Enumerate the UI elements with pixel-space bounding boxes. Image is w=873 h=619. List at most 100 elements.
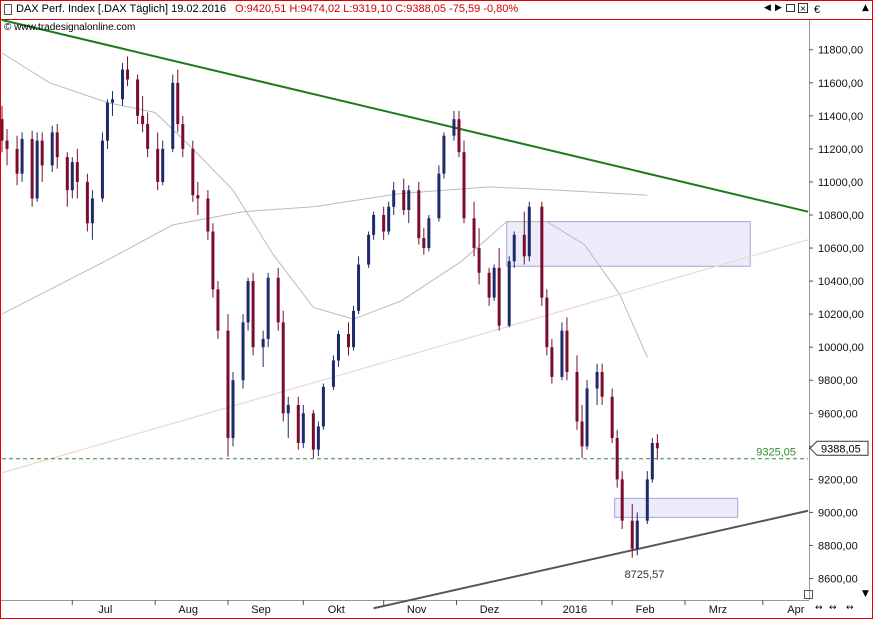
candle-body	[276, 277, 280, 323]
restore-icon[interactable]	[786, 4, 795, 12]
header-menu-icon[interactable]	[4, 3, 12, 17]
candle	[176, 69, 180, 133]
candle	[331, 355, 335, 391]
candle-body	[650, 443, 654, 480]
candle-body	[595, 371, 599, 389]
candle-body	[261, 338, 265, 348]
y-tick-label: 9200,00	[818, 474, 858, 486]
candle	[226, 314, 230, 457]
candle-body	[352, 310, 356, 348]
highlight-zone-2	[614, 497, 739, 518]
candle	[630, 504, 634, 558]
candle-body	[630, 520, 634, 549]
candle	[35, 132, 39, 202]
candle-body	[136, 79, 140, 116]
zoom-out-icon[interactable]: ↔	[829, 603, 837, 613]
candle-body	[512, 234, 516, 262]
instrument-title: DAX Perf. Index [.DAX Täglich] 19.02.201…	[16, 3, 227, 15]
candle-body	[575, 371, 579, 422]
candle-body	[126, 69, 130, 80]
last-close-marker: 9388,05	[809, 440, 869, 456]
candle-body	[462, 152, 466, 219]
candle-body	[620, 479, 624, 521]
candle	[110, 91, 114, 116]
scroll-down-icon[interactable]: ▼	[862, 589, 869, 599]
candle-body	[15, 148, 19, 174]
candle	[352, 305, 356, 351]
candle-body	[550, 347, 554, 377]
candle	[55, 124, 59, 169]
candle	[156, 132, 160, 191]
candle	[126, 56, 130, 87]
candle	[191, 140, 195, 202]
candle-body	[336, 333, 340, 361]
x-tick-label: Feb	[636, 604, 655, 616]
candle-body	[422, 238, 426, 249]
currency-symbol: €	[814, 4, 821, 16]
candle-body	[176, 82, 180, 125]
scroll-left-right-icon[interactable]: ↔	[815, 603, 823, 613]
x-tick-label: Nov	[407, 604, 427, 616]
candle-body	[615, 438, 619, 480]
candle-body	[527, 206, 531, 257]
candle-body	[65, 157, 69, 191]
candle	[372, 211, 376, 240]
moving-average-long	[1, 186, 648, 315]
last-close-label: 9388,05	[821, 443, 861, 455]
candle	[316, 421, 320, 457]
close-icon[interactable]: ×	[798, 3, 808, 13]
channel-trendline	[1, 239, 809, 474]
y-tick-label: 9800,00	[818, 375, 858, 387]
candle-body	[645, 479, 649, 521]
candle	[100, 132, 104, 202]
candle	[85, 173, 89, 232]
y-tick-label: 9600,00	[818, 408, 858, 420]
candle	[437, 165, 441, 222]
candle-body	[231, 380, 235, 439]
resistance-trendline	[1, 19, 809, 213]
candle	[367, 231, 371, 268]
candle-body	[560, 330, 564, 377]
candle	[276, 267, 280, 331]
candle-body	[121, 69, 125, 100]
candle-body	[387, 206, 391, 232]
candle	[452, 110, 456, 141]
candle-body	[452, 119, 456, 136]
ohlc-readout: O:9420,51 H:9474,02 L:9319,10 C:9388,05 …	[235, 3, 519, 15]
candle-body	[226, 330, 230, 439]
candle	[90, 190, 94, 240]
candle	[487, 267, 491, 306]
prev-icon[interactable]: ◀	[764, 3, 771, 13]
candle	[560, 322, 564, 381]
candle-body	[522, 234, 526, 257]
candle-body	[540, 206, 544, 298]
candle	[615, 429, 619, 488]
candle-body	[20, 138, 24, 174]
candle-body	[266, 277, 270, 339]
candle	[427, 214, 431, 252]
candle-body	[600, 371, 604, 397]
candle-body	[635, 520, 639, 549]
resize-corner-icon[interactable]	[804, 590, 813, 599]
candle	[281, 310, 285, 422]
candle-body	[196, 195, 200, 199]
candle	[121, 62, 125, 106]
candle	[246, 277, 250, 331]
candle-body	[487, 272, 491, 298]
candle-body	[206, 198, 210, 232]
candle	[472, 201, 476, 257]
candle-body	[545, 297, 549, 348]
candle-body	[296, 405, 300, 444]
next-icon[interactable]: ▶	[775, 3, 782, 13]
candle-body	[437, 173, 441, 219]
candle	[266, 272, 270, 348]
candle	[241, 314, 245, 389]
candle-body	[246, 281, 250, 323]
candle	[580, 405, 584, 458]
zoom-in-icon[interactable]: ↔	[846, 603, 854, 613]
scroll-up-icon[interactable]: ▲	[862, 3, 869, 13]
candle	[492, 264, 496, 301]
candle	[216, 281, 220, 339]
candle-body	[610, 396, 614, 439]
